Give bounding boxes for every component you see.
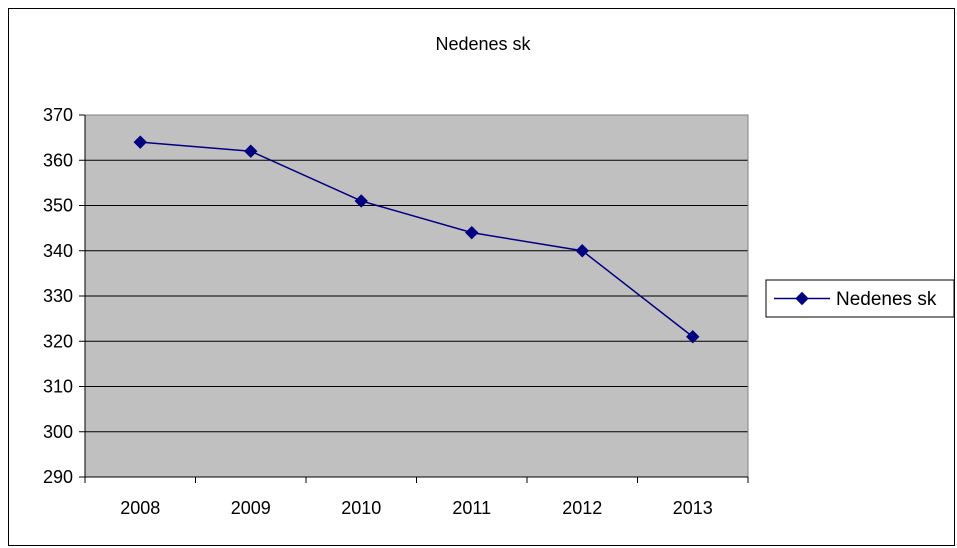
x-tick-label-2010: 2010 [341, 498, 381, 518]
y-tick-label: 300 [43, 422, 73, 442]
y-tick-label: 320 [43, 331, 73, 351]
x-tick-label-2013: 2013 [673, 498, 713, 518]
chart-title: Nedenes sk [435, 34, 531, 54]
y-tick-label: 370 [43, 105, 73, 125]
data-point-2011 [465, 225, 479, 240]
series-line-0 [140, 141, 694, 338]
y-tick-label: 310 [43, 377, 73, 397]
plot-area: 370 360 350 340 330 320 310 300 290 2008 2009 2010 2… [43, 105, 749, 518]
legend-marker [795, 291, 809, 306]
data-point-2009 [244, 144, 258, 158]
data-point-2013 [686, 330, 700, 344]
x-tick-label-2008: 2008 [120, 498, 160, 518]
legend-label: Nedenes sk [836, 289, 937, 310]
data-point-2010 [354, 194, 368, 208]
legend: Nedenes sk [765, 279, 955, 318]
x-tick-label-2009: 2009 [231, 498, 271, 518]
x-tick-label-2012: 2012 [562, 498, 602, 518]
y-tick-label: 330 [43, 286, 73, 306]
y-tick-label: 350 [43, 196, 73, 216]
x-tick-label-2011: 2011 [452, 498, 491, 518]
y-tick-label: 290 [43, 467, 73, 487]
data-point-2008 [133, 135, 147, 149]
data-point-2012 [575, 244, 589, 258]
y-tick-label: 340 [43, 241, 73, 261]
y-tick-label: 360 [43, 150, 73, 170]
